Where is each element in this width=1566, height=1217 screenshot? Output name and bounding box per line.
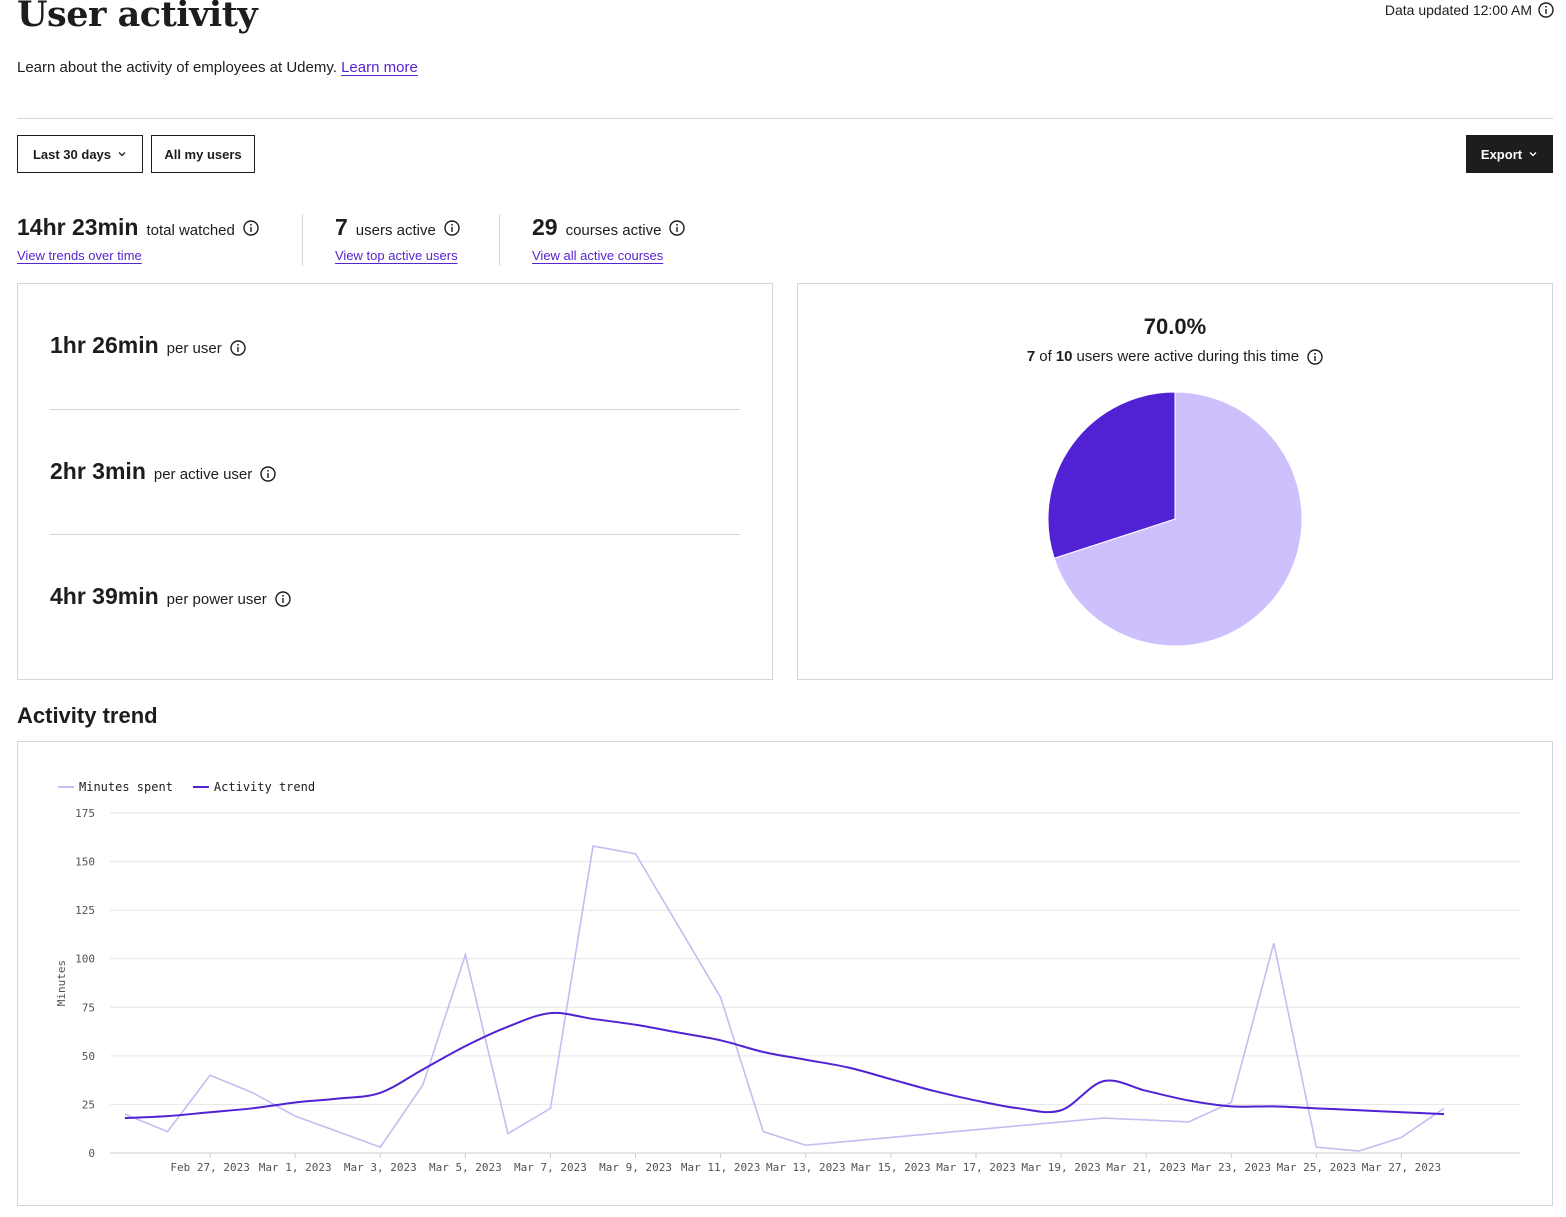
metric-per-user: 1hr 26min per user [50, 332, 246, 359]
stat-value: 29 [532, 214, 558, 240]
x-tick-label: Feb 27, 2023 [170, 1161, 249, 1174]
total-count: 10 [1055, 348, 1073, 365]
metric-separator [50, 534, 740, 535]
header-divider [17, 118, 1553, 119]
metric-value: 1hr 26min [50, 332, 159, 358]
y-tick-label: 125 [75, 904, 95, 917]
stat-separator [302, 214, 303, 266]
active-description: 7 of 10 users were active during this ti… [797, 348, 1553, 365]
active-count: 7 [1026, 348, 1036, 365]
info-icon[interactable] [1307, 348, 1323, 365]
stat-total-watched: 14hr 23min total watched [17, 214, 259, 241]
view-trends-link[interactable]: View trends over time [17, 248, 142, 263]
info-icon[interactable] [275, 591, 291, 607]
view-all-courses-link[interactable]: View all active courses [532, 248, 664, 263]
page-title: User activity [17, 0, 258, 35]
users-filter-button[interactable]: All my users [151, 135, 255, 173]
pie-chart [1047, 391, 1303, 647]
x-tick-label: Mar 19, 2023 [1021, 1161, 1100, 1174]
data-updated-text: Data updated 12:00 AM [1384, 2, 1532, 18]
y-tick-label: 25 [82, 1098, 95, 1111]
legend-label[interactable]: Activity trend [214, 780, 315, 794]
stat-value: 7 [335, 214, 348, 240]
x-tick-label: Mar 25, 2023 [1277, 1161, 1356, 1174]
export-label: Export [1480, 146, 1523, 162]
y-tick-label: 175 [75, 807, 95, 820]
metric-label: per power user [166, 590, 267, 608]
y-tick-label: 75 [82, 1001, 95, 1014]
y-tick-label: 100 [75, 953, 95, 966]
metric-label: per active user [153, 465, 253, 483]
legend-label[interactable]: Minutes spent [79, 780, 173, 794]
y-axis-label: Minutes [55, 960, 68, 1006]
period-label: Last 30 days [32, 146, 112, 162]
x-tick-label: Mar 27, 2023 [1362, 1161, 1441, 1174]
learn-more-link[interactable]: Learn more [341, 59, 418, 76]
metric-per-active-user: 2hr 3min per active user [50, 458, 276, 485]
info-icon[interactable] [1538, 2, 1554, 18]
stat-label: total watched [146, 222, 235, 239]
active-percent: 70.0% [1143, 314, 1207, 339]
info-icon[interactable] [229, 340, 246, 356]
trend-card [17, 741, 1553, 1206]
metric-value: 4hr 39min [50, 583, 159, 609]
metric-label: per user [166, 339, 222, 357]
metric-value: 2hr 3min [50, 458, 146, 484]
x-tick-label: Mar 13, 2023 [766, 1161, 845, 1174]
users-filter-label: All my users [164, 146, 242, 162]
stat-value: 14hr 23min [17, 214, 139, 240]
metrics-card [17, 283, 773, 680]
metric-per-power-user: 4hr 39min per power user [50, 583, 291, 610]
info-icon[interactable] [669, 219, 686, 236]
info-icon[interactable] [444, 219, 460, 236]
stat-courses-active: 29 courses active [532, 214, 686, 241]
subtitle-text: Learn about the activity of employees at… [17, 59, 337, 76]
pie-slice-inactive[interactable] [1047, 391, 1176, 559]
y-tick-label: 0 [88, 1147, 95, 1160]
stat-separator [499, 214, 500, 266]
active-desc-text: users were active during this time [1076, 348, 1300, 365]
activity-trend-line[interactable] [124, 1011, 1445, 1120]
x-tick-label: Mar 17, 2023 [936, 1161, 1015, 1174]
x-tick-label: Mar 3, 2023 [344, 1161, 417, 1174]
period-dropdown[interactable]: Last 30 days [17, 135, 143, 173]
activity-trend-chart: 0 25 50 75 100 125 150 175 Feb 27, 2023 Mar 1, 20… [55, 780, 1520, 1174]
x-tick-label: Mar 9, 2023 [599, 1161, 672, 1174]
data-updated: Data updated 12:00 AM [1385, 2, 1554, 18]
x-tick-label: Mar 1, 2023 [259, 1161, 332, 1174]
page-subtitle: Learn about the activity of employees at… [17, 59, 418, 76]
x-tick-label: Mar 23, 2023 [1192, 1161, 1271, 1174]
pie-slice-active[interactable] [1053, 391, 1303, 647]
of-text: of [1039, 348, 1052, 365]
y-tick-label: 50 [82, 1050, 95, 1063]
info-icon[interactable] [243, 219, 259, 236]
chevron-down-icon [118, 152, 126, 157]
minutes-spent-line[interactable] [124, 845, 1445, 1152]
x-tick-label: Mar 21, 2023 [1106, 1161, 1185, 1174]
x-tick-label: Mar 11, 2023 [681, 1161, 760, 1174]
section-title: Activity trend [17, 703, 158, 728]
chevron-down-icon [1529, 152, 1537, 157]
x-tick-label: Mar 5, 2023 [429, 1161, 502, 1174]
y-tick-label: 150 [75, 856, 95, 869]
active-users-card [797, 283, 1553, 680]
stat-users-active: 7 users active [335, 214, 460, 241]
x-tick-label: Mar 7, 2023 [514, 1161, 587, 1174]
metric-separator [50, 409, 740, 410]
info-icon[interactable] [260, 466, 276, 482]
x-tick-label: Mar 15, 2023 [851, 1161, 930, 1174]
stat-label: users active [355, 222, 436, 239]
stat-label: courses active [565, 222, 662, 239]
view-top-users-link[interactable]: View top active users [335, 248, 458, 263]
export-button[interactable]: Export [1466, 135, 1553, 173]
